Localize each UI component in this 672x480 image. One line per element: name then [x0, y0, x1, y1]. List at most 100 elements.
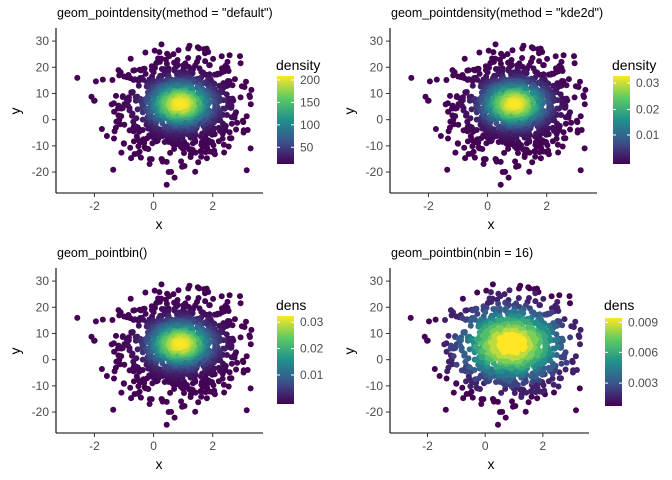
data-point: [202, 298, 209, 305]
data-point: [577, 326, 584, 333]
data-point: [451, 121, 457, 128]
data-point: [237, 334, 244, 341]
data-point: [432, 316, 439, 323]
data-point: [461, 55, 468, 62]
data-point: [536, 302, 543, 309]
data-point: [158, 281, 165, 288]
data-point: [189, 70, 196, 77]
data-point: [117, 361, 123, 368]
data-point: [134, 124, 141, 131]
data-point: [246, 332, 253, 339]
x-tick-label: 2: [209, 439, 216, 453]
panel-3-x-label: x: [156, 456, 163, 472]
legend-tick-label: 0.02: [636, 102, 660, 116]
data-point: [447, 92, 453, 99]
data-point: [501, 149, 508, 156]
data-point: [125, 337, 132, 344]
data-point: [443, 375, 450, 382]
data-point: [202, 311, 209, 318]
data-point: [110, 406, 117, 413]
data-point: [445, 364, 452, 371]
data-point: [221, 149, 228, 156]
data-point: [573, 407, 579, 414]
legend-tick-label: 0.03: [300, 315, 324, 329]
data-point: [509, 398, 515, 405]
data-point: [444, 100, 451, 107]
data-point: [475, 65, 482, 72]
y-tick-label: 10: [36, 326, 50, 340]
panel-4-x-ticks: -2 0 2: [422, 433, 547, 453]
y-tick-label: 10: [36, 86, 50, 100]
data-point: [195, 159, 202, 166]
legend-tick-label: 150: [300, 95, 320, 109]
data-point: [445, 332, 452, 339]
data-point: [570, 367, 577, 374]
data-point: [525, 399, 532, 406]
data-point: [556, 292, 563, 299]
y-tick-label: 20: [36, 300, 50, 314]
data-point: [211, 71, 218, 78]
data-point: [461, 329, 468, 335]
panel-2-x-label: x: [488, 216, 495, 232]
data-point: [474, 289, 481, 296]
panel-3-y-label: y: [7, 348, 23, 355]
data-point: [210, 55, 217, 62]
data-point: [118, 113, 125, 120]
data-point: [118, 389, 125, 396]
data-point: [192, 168, 199, 175]
panel-4-legend-ticks: 0.009 0.006 0.003: [605, 315, 658, 390]
data-point: [536, 71, 543, 78]
data-point: [181, 403, 188, 409]
data-point: [407, 314, 414, 321]
data-point: [237, 60, 244, 67]
data-point: [450, 72, 457, 79]
data-point: [133, 355, 140, 362]
data-point: [74, 314, 81, 321]
data-point: [529, 159, 536, 166]
data-point: [509, 47, 516, 54]
data-point: [426, 78, 433, 85]
data-point: [247, 341, 254, 348]
panel-2-y-ticks: 30 20 10 0 -10 -20: [366, 34, 390, 179]
data-point: [563, 82, 570, 89]
data-point: [532, 298, 539, 305]
panel-2-x-ticks: -2 0 2: [423, 193, 550, 213]
data-point: [458, 337, 464, 344]
data-point: [574, 127, 581, 134]
data-point: [562, 114, 569, 121]
legend-tick-label: 0.01: [300, 368, 324, 382]
data-point: [490, 49, 497, 56]
panel-1-x-label: x: [156, 216, 163, 232]
data-point: [497, 60, 504, 67]
data-point: [219, 375, 226, 382]
data-point: [195, 330, 202, 337]
data-point: [243, 113, 250, 120]
data-point: [556, 127, 563, 134]
panel-3-legend: dens 0.03 0.02 0.01: [276, 297, 324, 404]
data-point: [489, 396, 496, 402]
data-point: [158, 396, 165, 402]
data-point: [234, 359, 241, 366]
data-point: [187, 151, 194, 158]
data-point: [129, 110, 136, 117]
data-point: [465, 373, 472, 380]
legend-tick-label: 0.03: [636, 76, 660, 90]
panel-4-y-ticks: 30 20 10 0 -10 -20: [366, 274, 390, 419]
panel-3-title: geom_pointbin(): [57, 246, 147, 260]
data-point: [142, 49, 149, 56]
y-tick-label: -20: [366, 165, 384, 179]
data-point: [549, 375, 556, 382]
data-point: [243, 78, 249, 85]
data-point: [533, 311, 539, 318]
data-point: [116, 312, 123, 319]
data-point: [575, 332, 582, 339]
panel-4-x-label: x: [488, 456, 495, 472]
data-point: [178, 158, 185, 165]
data-point: [118, 149, 125, 156]
data-point: [445, 135, 451, 142]
data-point: [148, 396, 155, 403]
data-point: [116, 72, 123, 79]
panel-1-y-ticks: 30 20 10 0 -10 -20: [32, 34, 56, 179]
data-point: [550, 381, 557, 388]
data-point: [555, 383, 562, 390]
